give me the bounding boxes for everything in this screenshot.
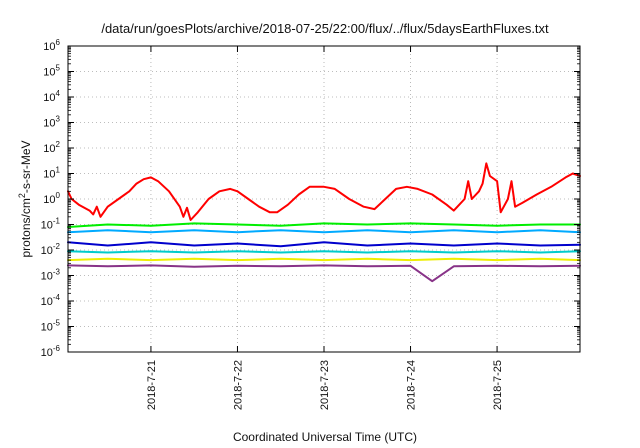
y-tick-exponent: -1: [53, 217, 61, 226]
chart-title: /data/run/goesPlots/archive/2018-07-25/2…: [101, 21, 549, 36]
x-tick-label: 2018-7-25: [492, 360, 504, 410]
x-tick-label: 2018-7-21: [146, 360, 158, 410]
y-tick-exponent: 4: [56, 89, 61, 98]
y-tick-base: 10: [41, 347, 53, 359]
y-tick-base: 10: [43, 169, 55, 181]
x-tick-label: 2018-7-22: [232, 360, 244, 410]
axis-ticks: [68, 45, 580, 353]
y-tick-label: 10-5: [41, 319, 61, 334]
y-tick-label: 101: [43, 166, 60, 181]
y-tick-label: 100: [43, 191, 60, 206]
y-tick-label: 104: [43, 89, 60, 104]
series-line-6: [67, 257, 581, 262]
series-line-7: [67, 264, 581, 283]
y-tick-label: 106: [43, 38, 60, 53]
y-tick-base: 10: [43, 194, 55, 206]
series-line-2: [67, 222, 581, 228]
x-tick-label: 2018-7-23: [319, 360, 331, 410]
y-tick-label: 102: [43, 140, 60, 155]
x-tick-labels: 2018-7-21 2018-7-22 2018-7-23 2018-7-24 2018…: [146, 360, 504, 410]
grid-lines: [68, 46, 580, 352]
y-tick-exponent: -6: [53, 344, 61, 353]
y-tick-base: 10: [43, 143, 55, 155]
y-tick-base: 10: [43, 118, 55, 130]
y-tick-base: 10: [41, 296, 53, 308]
series-lines: [67, 162, 581, 283]
y-tick-label: 10-4: [41, 293, 61, 308]
y-tick-exponent: -4: [53, 293, 61, 302]
y-tick-label: 10-1: [41, 217, 61, 232]
y-tick-label: 103: [43, 115, 60, 130]
y-axis-label-prefix: protons/cm: [19, 198, 33, 257]
y-tick-exponent: -2: [53, 242, 61, 251]
y-tick-base: 10: [43, 41, 55, 53]
y-tick-label: 10-3: [41, 268, 61, 283]
x-tick-label: 2018-7-24: [406, 360, 418, 410]
y-tick-exponent: -3: [53, 268, 61, 277]
y-tick-label: 105: [43, 64, 60, 79]
x-axis-label: Coordinated Universal Time (UTC): [233, 430, 417, 444]
y-tick-exponent: 2: [56, 140, 61, 149]
y-tick-label: 10-6: [41, 344, 61, 359]
y-tick-exponent: 6: [56, 38, 61, 47]
series-line-4: [67, 241, 581, 248]
y-tick-base: 10: [41, 271, 53, 283]
y-tick-exponent: 3: [56, 115, 61, 124]
y-tick-exponent: 1: [56, 166, 61, 175]
y-tick-exponent: 0: [56, 191, 61, 200]
y-tick-exponent: -5: [53, 319, 61, 328]
y-tick-base: 10: [41, 245, 53, 257]
series-line-5: [67, 250, 581, 254]
y-tick-base: 10: [41, 220, 53, 232]
y-axis-label-suffix: -s-sr-MeV: [19, 140, 33, 193]
y-tick-exponent: 5: [56, 64, 61, 73]
y-axis-label-superscript: 2: [17, 193, 27, 198]
y-axis-label: protons/cm2-s-sr-MeV: [17, 140, 33, 257]
y-tick-base: 10: [41, 322, 53, 334]
series-line-1: [67, 162, 581, 221]
y-tick-labels: 10-610-510-410-310-210-11001011021031041…: [41, 38, 61, 359]
y-tick-base: 10: [43, 67, 55, 79]
y-tick-base: 10: [43, 92, 55, 104]
series-line-3: [67, 229, 581, 234]
y-tick-label: 10-2: [41, 242, 61, 257]
